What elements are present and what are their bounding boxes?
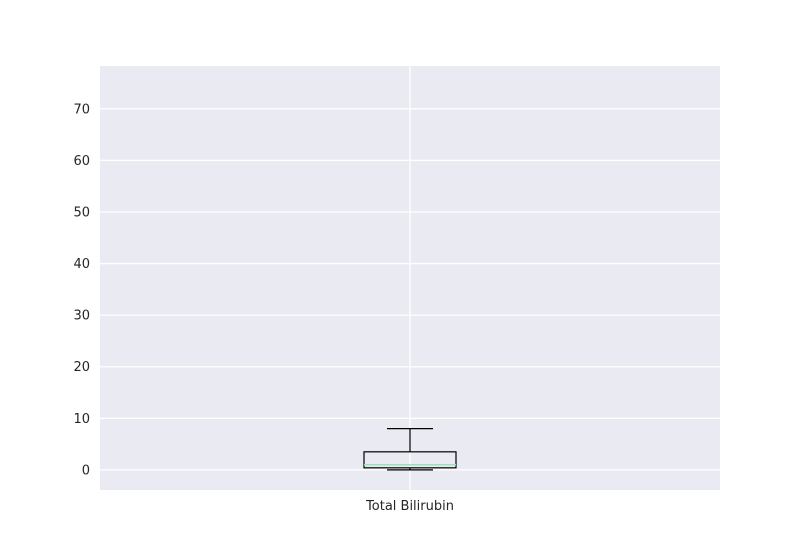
y-tick-label: 70 <box>73 102 90 117</box>
y-tick-label: 20 <box>73 360 90 375</box>
box-series <box>363 428 457 471</box>
grid-lines <box>100 66 720 490</box>
x-tick-label: Total Bilirubin <box>365 499 454 514</box>
iqr-box <box>363 451 457 469</box>
y-tick-label: 30 <box>73 309 90 324</box>
y-tick-label: 10 <box>73 412 90 427</box>
y-tick-labels: 0 10 20 30 40 50 60 70 <box>73 102 90 478</box>
y-tick-label: 60 <box>73 154 90 169</box>
y-tick-label: 50 <box>73 205 90 220</box>
x-tick-labels: Total Bilirubin <box>365 499 454 514</box>
y-tick-label: 40 <box>73 257 90 272</box>
y-tick-label: 0 <box>82 463 90 478</box>
